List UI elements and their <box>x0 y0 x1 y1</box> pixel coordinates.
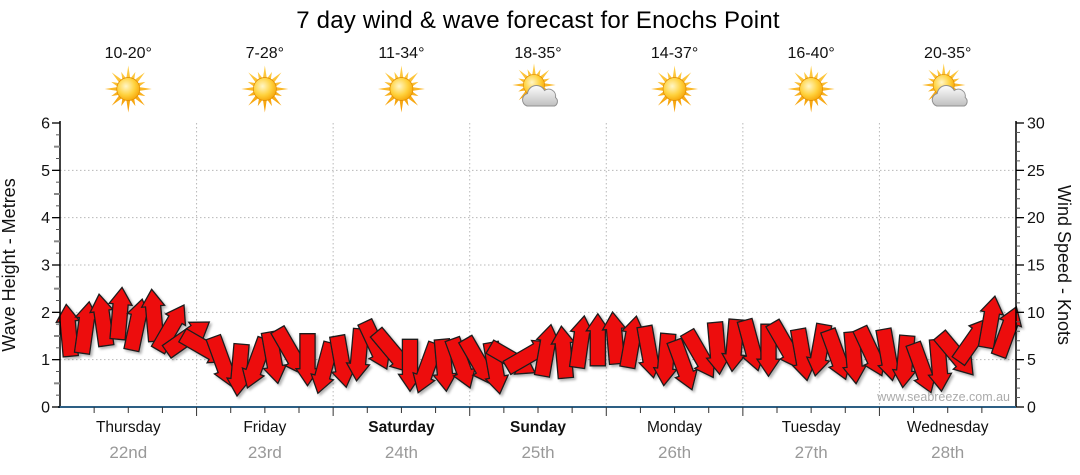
day-label: Sunday <box>510 419 566 436</box>
day-temp-range: 18-35° <box>514 45 561 62</box>
sun-icon <box>787 65 835 113</box>
date-label: 22nd <box>109 443 147 462</box>
wind-arrow <box>990 305 1023 360</box>
right-tick-label: 30 <box>1027 116 1045 133</box>
day-label: Wednesday <box>907 419 989 436</box>
day-temp-range: 20-35° <box>924 45 971 62</box>
date-label: 27th <box>795 443 828 462</box>
day-label: Thursday <box>96 419 161 436</box>
day-label: Friday <box>243 419 286 436</box>
wind-arrow <box>977 295 1005 350</box>
sun-cloud-icon <box>511 62 558 108</box>
date-label: 24th <box>385 443 418 462</box>
day-temp-range: 16-40° <box>787 45 834 62</box>
date-label: 25th <box>521 443 554 462</box>
left-tick-label: 3 <box>41 258 50 275</box>
left-tick-label: 2 <box>41 305 50 322</box>
day-label: Tuesday <box>782 419 841 436</box>
sun-icon <box>377 65 426 113</box>
sun-icon <box>650 65 699 113</box>
wind-arrow <box>150 303 187 355</box>
day-temp-range: 10-20° <box>105 45 152 62</box>
day-temp-range: 11-34° <box>378 45 424 62</box>
wind-arrow-series <box>55 286 1023 398</box>
sun-icon <box>241 65 289 113</box>
date-label: 23rd <box>248 443 282 462</box>
left-tick-label: 5 <box>41 163 50 180</box>
day-temp-range: 14-37° <box>651 45 698 62</box>
right-tick-label: 0 <box>1027 400 1036 417</box>
left-axis-title: Wave Height - Metres <box>0 178 19 351</box>
right-tick-label: 25 <box>1027 163 1045 180</box>
sun-icon <box>104 65 153 113</box>
date-label: 26th <box>658 443 691 462</box>
right-tick-label: 10 <box>1027 305 1045 322</box>
date-label: 28th <box>931 443 964 462</box>
sun-cloud-icon <box>921 62 968 108</box>
wind-arrow <box>666 337 698 391</box>
right-tick-label: 5 <box>1027 352 1036 369</box>
wind-arrow <box>585 312 611 367</box>
day-label: Monday <box>647 419 702 436</box>
left-tick-label: 4 <box>41 210 50 227</box>
left-tick-label: 6 <box>41 116 50 133</box>
right-tick-label: 15 <box>1027 258 1045 275</box>
wind-arrow <box>720 318 747 373</box>
day-temp-range: 7-28° <box>246 45 284 62</box>
watermark: www.seabreeze.com.au <box>876 390 1010 404</box>
right-tick-label: 20 <box>1027 210 1045 227</box>
day-label: Saturday <box>368 419 435 436</box>
left-tick-label: 1 <box>41 352 50 369</box>
right-axis-title: Wind Speed - Knots <box>1054 185 1074 345</box>
left-tick-label: 0 <box>41 400 50 417</box>
wind-arrow <box>432 338 458 393</box>
wind-arrow <box>107 286 134 341</box>
chart-title: 7 day wind & wave forecast for Enochs Po… <box>296 7 780 34</box>
axis-ticks <box>52 122 1024 416</box>
